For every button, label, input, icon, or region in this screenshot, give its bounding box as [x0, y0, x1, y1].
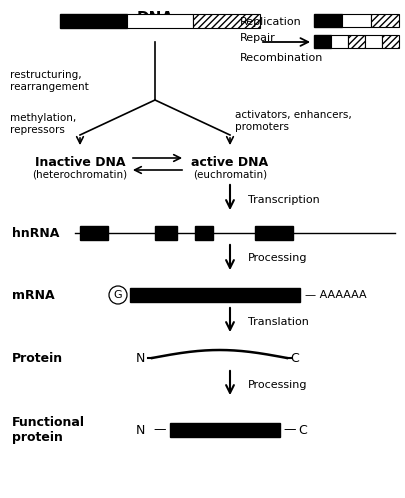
- Text: DNA: DNA: [136, 10, 173, 25]
- Bar: [347, 35, 364, 48]
- Text: Recombination: Recombination: [239, 53, 322, 63]
- Bar: [341, 14, 370, 27]
- Text: (euchromatin): (euchromatin): [192, 169, 266, 179]
- Text: Processing: Processing: [247, 380, 307, 390]
- Text: N: N: [135, 423, 144, 437]
- Text: methylation,: methylation,: [10, 113, 76, 123]
- Text: active DNA: active DNA: [191, 155, 268, 168]
- Text: promoters: promoters: [234, 122, 288, 132]
- Text: Repair: Repair: [239, 33, 275, 43]
- Bar: [370, 14, 398, 27]
- Bar: [193, 14, 259, 28]
- Text: Transcription: Transcription: [247, 195, 319, 205]
- Text: Replication: Replication: [239, 17, 301, 27]
- Text: repressors: repressors: [10, 125, 65, 135]
- Text: C: C: [290, 352, 298, 365]
- Text: Protein: Protein: [12, 352, 63, 365]
- Bar: [381, 35, 398, 48]
- Text: Processing: Processing: [247, 253, 307, 263]
- Bar: [364, 35, 381, 48]
- Bar: [313, 14, 341, 27]
- Bar: [330, 35, 347, 48]
- Text: —: —: [282, 423, 295, 437]
- Text: restructuring,: restructuring,: [10, 70, 81, 80]
- Bar: [313, 35, 330, 48]
- Bar: [254, 226, 292, 240]
- Text: mRNA: mRNA: [12, 288, 55, 301]
- Text: — AAAAAA: — AAAAAA: [304, 290, 366, 300]
- Text: hnRNA: hnRNA: [12, 227, 59, 240]
- Text: (heterochromatin): (heterochromatin): [32, 169, 127, 179]
- Bar: [126, 14, 193, 28]
- Text: Translation: Translation: [247, 317, 308, 327]
- Text: Inactive DNA: Inactive DNA: [35, 155, 125, 168]
- Bar: [155, 226, 177, 240]
- Text: rearrangement: rearrangement: [10, 82, 89, 92]
- Text: —: —: [153, 423, 166, 437]
- Bar: [170, 423, 279, 437]
- Text: activators, enhancers,: activators, enhancers,: [234, 110, 351, 120]
- Text: C: C: [297, 423, 306, 437]
- Text: Functional: Functional: [12, 415, 85, 428]
- Bar: [60, 14, 126, 28]
- Text: N: N: [135, 352, 144, 365]
- Text: protein: protein: [12, 430, 63, 444]
- Text: G: G: [113, 290, 122, 300]
- Bar: [130, 288, 299, 302]
- Bar: [194, 226, 213, 240]
- Bar: [80, 226, 108, 240]
